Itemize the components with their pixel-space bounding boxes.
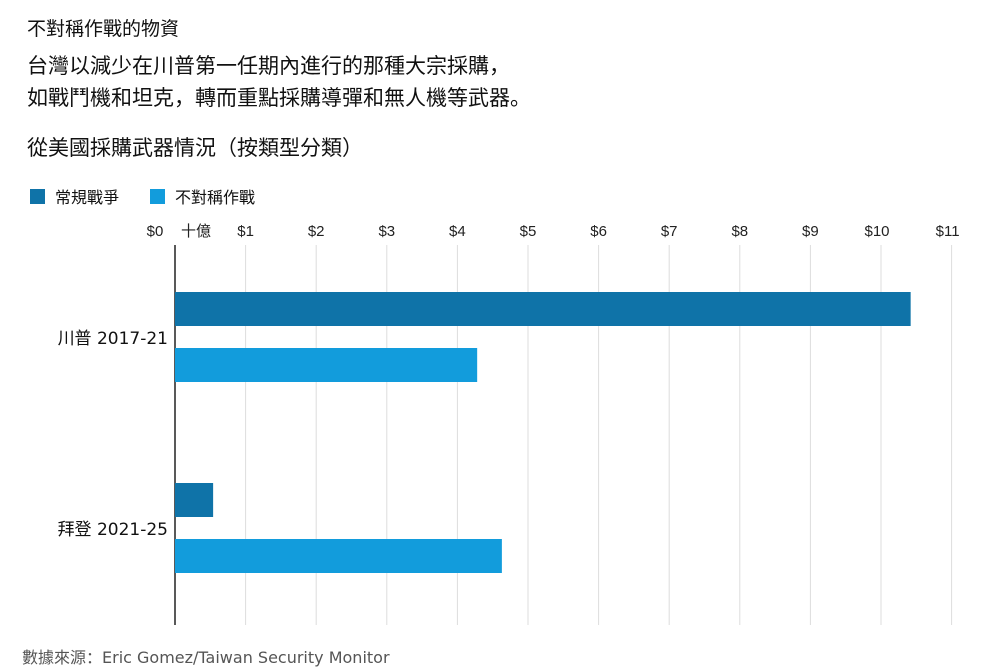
- bar: [175, 348, 478, 382]
- chart-title: 從美國採購武器情況（按類型分類）: [27, 136, 363, 160]
- x-tick-label: $0: [147, 223, 164, 240]
- legend-swatch: [30, 188, 45, 204]
- category-label: 拜登 2021-25: [58, 520, 168, 540]
- legend-label: 常規戰爭: [55, 188, 120, 207]
- category-label: 川普 2017-21: [58, 329, 168, 349]
- x-tick-label: $1: [237, 223, 254, 240]
- source-note: 數據來源：Eric Gomez/Taiwan Security Monitor: [22, 648, 390, 667]
- x-unit-label: 十億: [181, 222, 211, 240]
- legend-item-conventional: 常規戰爭: [30, 184, 119, 208]
- bar: [175, 292, 911, 326]
- x-tick-label: $4: [449, 223, 466, 240]
- x-tick-label: $8: [731, 223, 748, 240]
- bar: [175, 483, 214, 517]
- legend-item-asymmetric: 不對稱作戰: [150, 184, 255, 208]
- headline: 不對稱作戰的物資: [27, 18, 180, 40]
- x-tick-label: $11: [936, 223, 960, 240]
- legend-label: 不對稱作戰: [175, 188, 256, 207]
- x-tick-label: $6: [590, 223, 607, 240]
- x-tick-label: $2: [308, 223, 325, 240]
- x-tick-label: $5: [520, 223, 537, 240]
- x-tick-label: $7: [661, 223, 678, 240]
- legend-swatch: [150, 188, 165, 204]
- subtitle-line-1: 台灣以減少在川普第一任期內進行的那種大宗採購，: [27, 54, 510, 78]
- bar: [175, 539, 502, 573]
- x-tick-label: $3: [378, 223, 395, 240]
- subtitle-line-2: 如戰鬥機和坦克，轉而重點採購導彈和無人機等武器。: [27, 86, 531, 110]
- x-tick-label: $10: [864, 223, 889, 240]
- x-tick-label: $9: [802, 223, 819, 240]
